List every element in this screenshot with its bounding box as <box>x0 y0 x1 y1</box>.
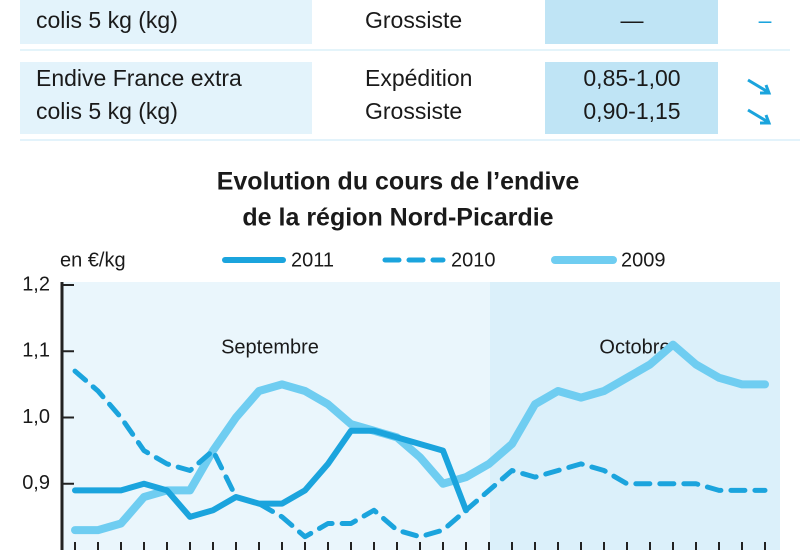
chart-title: de la région Nord-Picardie <box>242 204 553 232</box>
legend-label: 2011 <box>291 249 334 271</box>
plot-bg <box>62 282 490 550</box>
cell: colis 5 kg (kg) <box>36 98 178 124</box>
legend-label: 2010 <box>451 249 496 271</box>
y-label: en €/kg <box>60 249 126 271</box>
y-tick-label: 0,9 <box>22 472 50 494</box>
trend-arrow <box>747 78 772 95</box>
cell-bg <box>20 62 312 134</box>
chart-title: Evolution du cours de l’endive <box>217 168 580 196</box>
line-series <box>72 427 469 520</box>
cell: — <box>621 7 644 33</box>
cell: 0,85-1,00 <box>583 65 680 91</box>
cell-bg <box>545 62 718 134</box>
y-tick-label: 1,2 <box>22 273 50 295</box>
trend-arrow <box>747 108 772 125</box>
cell: 0,90-1,15 <box>583 98 680 124</box>
cell: Endive France extra <box>36 65 242 91</box>
y-tick-label: 1,0 <box>22 406 50 428</box>
plot-bg <box>490 282 780 550</box>
cell-bg <box>545 0 718 44</box>
trend: – <box>759 7 772 33</box>
annotation: Septembre <box>221 336 319 358</box>
cell: Grossiste <box>365 7 462 33</box>
table: colis 5 kg (kg) Grossiste — – Endive Fra… <box>20 0 800 141</box>
cell-bg <box>20 0 312 44</box>
line-series <box>72 368 768 540</box>
annotation: Octobre <box>599 336 670 358</box>
y-tick-label: 1,1 <box>22 340 50 362</box>
legend-label: 2009 <box>621 249 666 271</box>
cell: Grossiste <box>365 98 462 124</box>
cell: colis 5 kg (kg) <box>36 7 178 33</box>
cell: Expédition <box>365 65 472 91</box>
line-series <box>71 340 769 535</box>
